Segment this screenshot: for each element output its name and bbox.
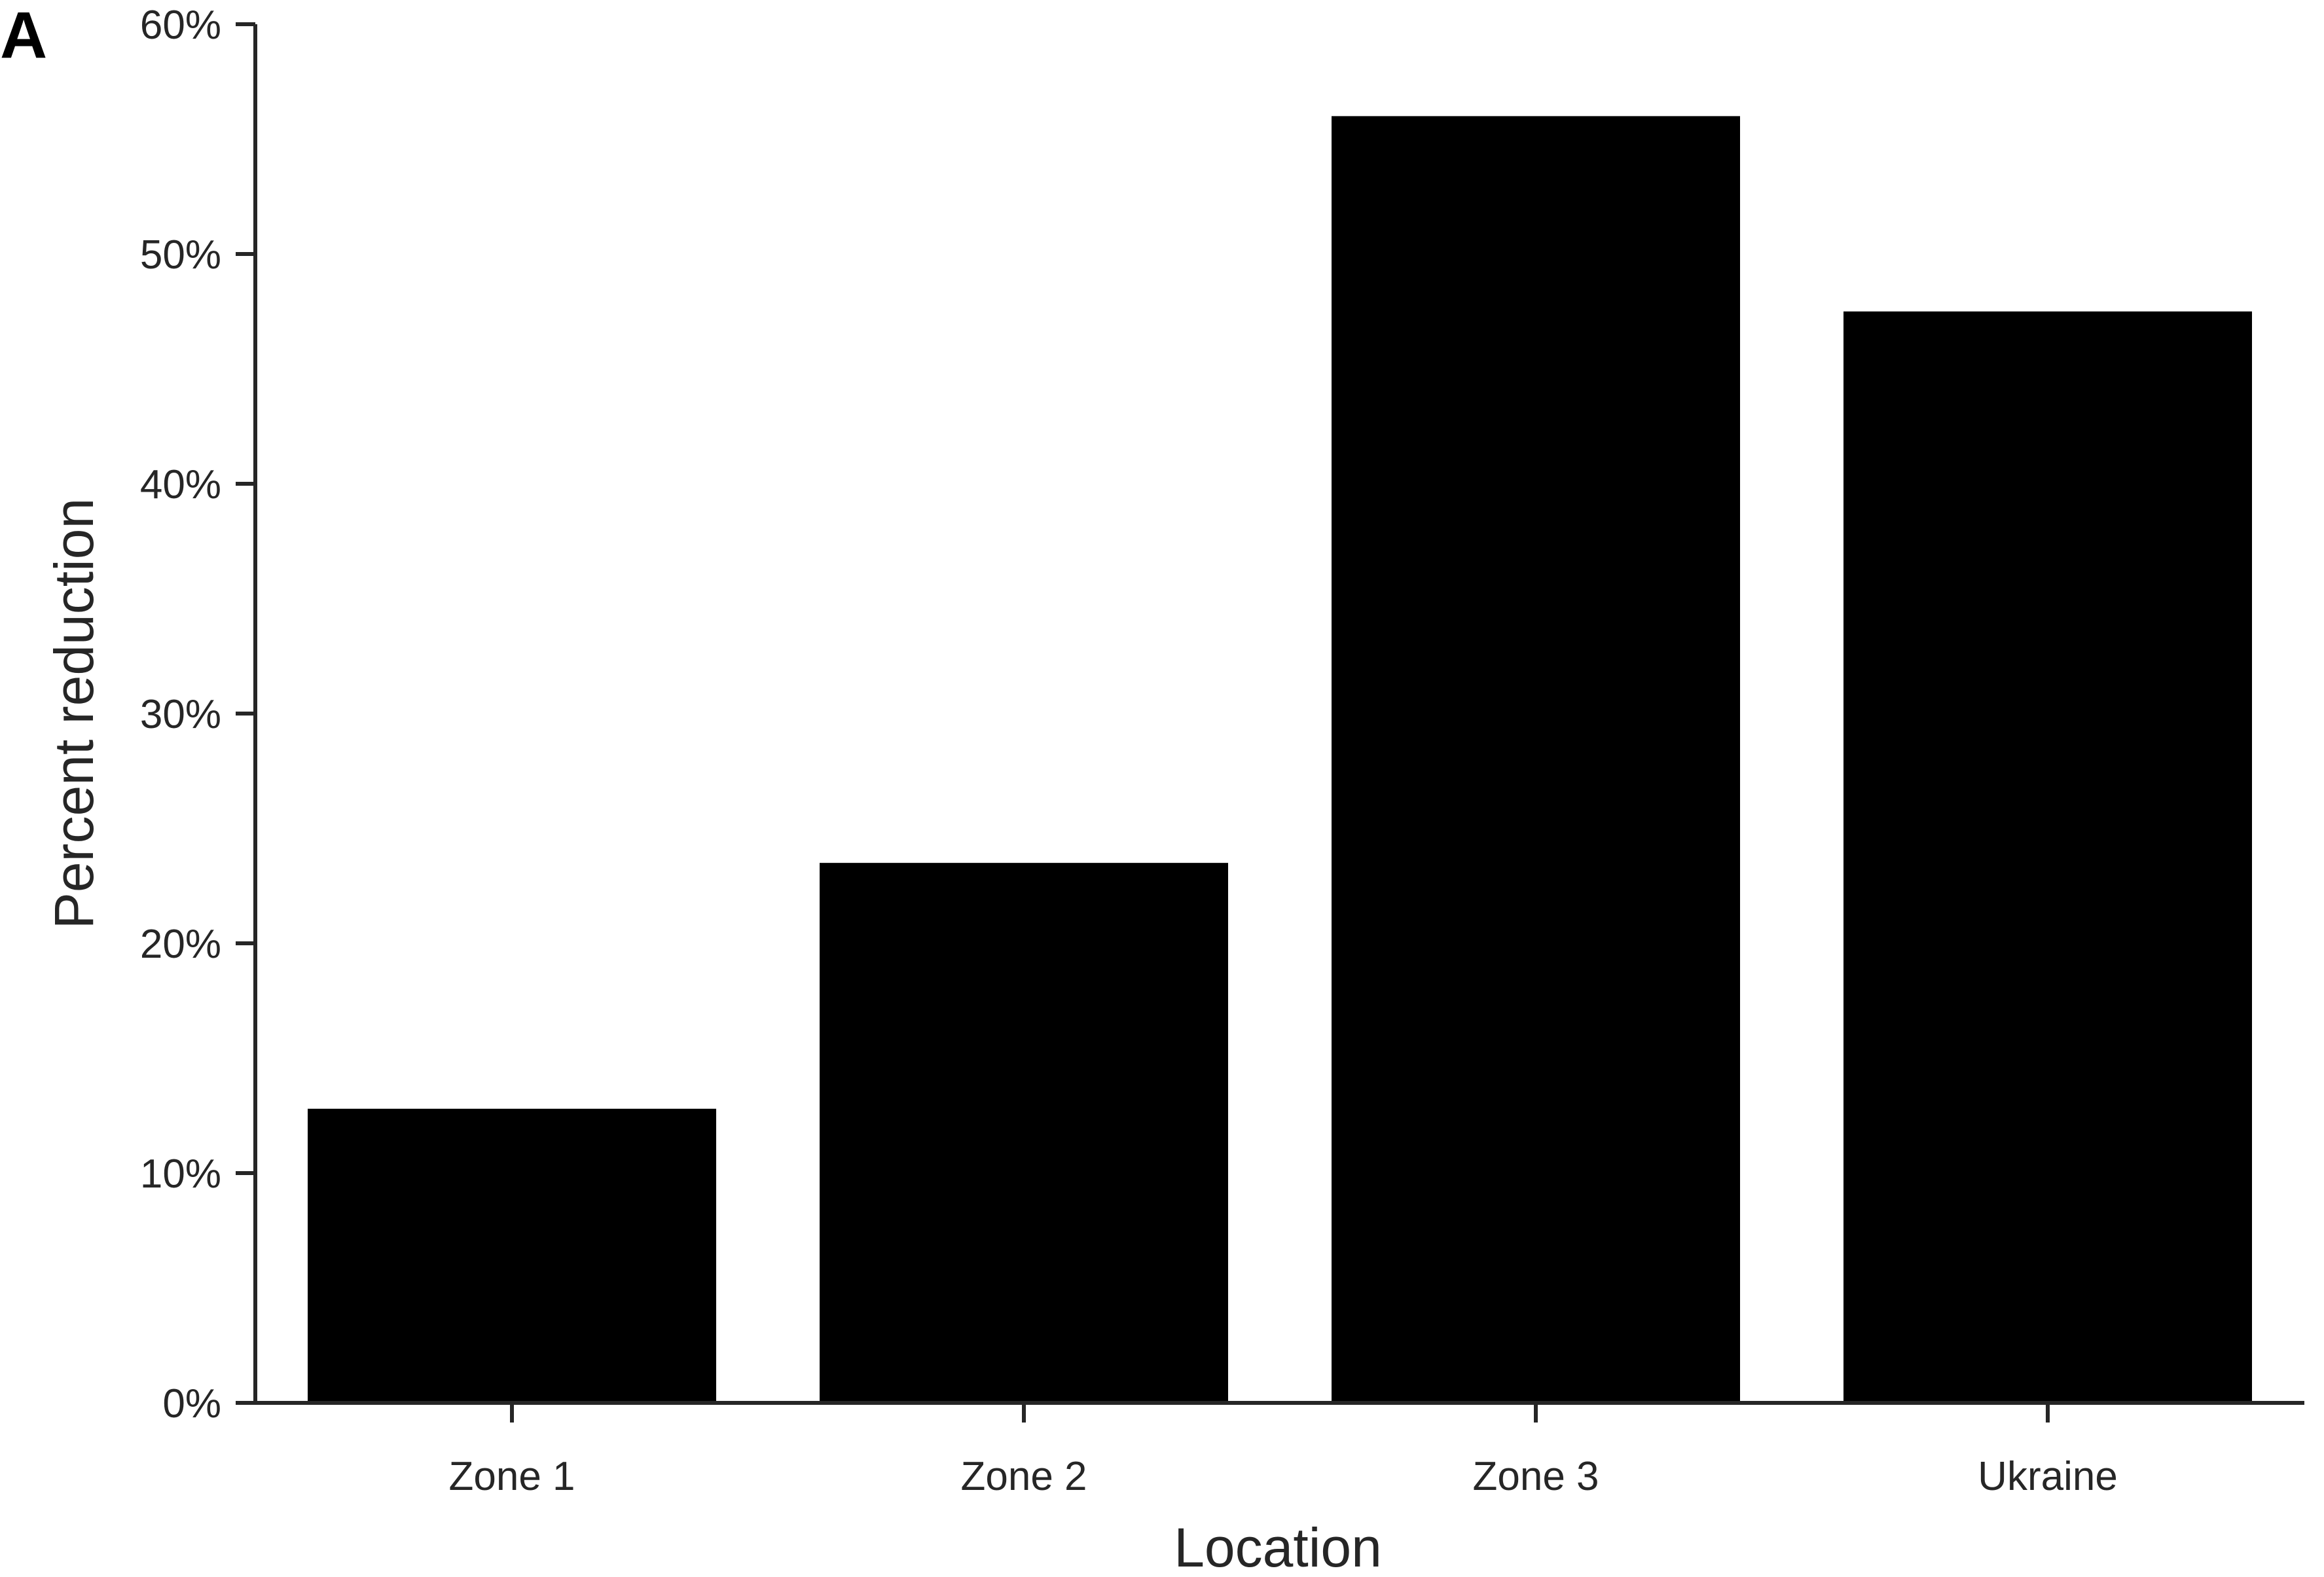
y-tick-label: 60% <box>140 3 221 48</box>
y-tick-label: 20% <box>140 922 221 967</box>
bar-zone-1 <box>308 1108 716 1403</box>
panel-label: A <box>0 0 47 72</box>
x-tick-label: Zone 3 <box>1472 1454 1599 1499</box>
y-ticks-group: 0% 10% 20% 30% 40% 50% 60% <box>140 3 255 1426</box>
bars-group <box>308 116 2252 1403</box>
bar-zone-2 <box>820 863 1228 1403</box>
y-tick-label: 30% <box>140 692 221 737</box>
bar-zone-3 <box>1332 116 1740 1403</box>
x-tick-label: Ukraine <box>1978 1454 2118 1499</box>
y-tick-label: 50% <box>140 232 221 278</box>
x-tick-label: Zone 2 <box>960 1454 1087 1499</box>
x-tick-label: Zone 1 <box>448 1454 575 1499</box>
bar-ukraine <box>1843 311 2252 1403</box>
y-tick-label: 10% <box>140 1151 221 1197</box>
x-ticks-group: Zone 1 Zone 2 Zone 3 Ukraine <box>448 1403 2118 1499</box>
y-tick-label: 40% <box>140 462 221 507</box>
x-axis-title: Location <box>1174 1517 1382 1577</box>
y-axis-title: Percent reduction <box>43 498 105 929</box>
y-tick-label: 0% <box>162 1381 221 1426</box>
